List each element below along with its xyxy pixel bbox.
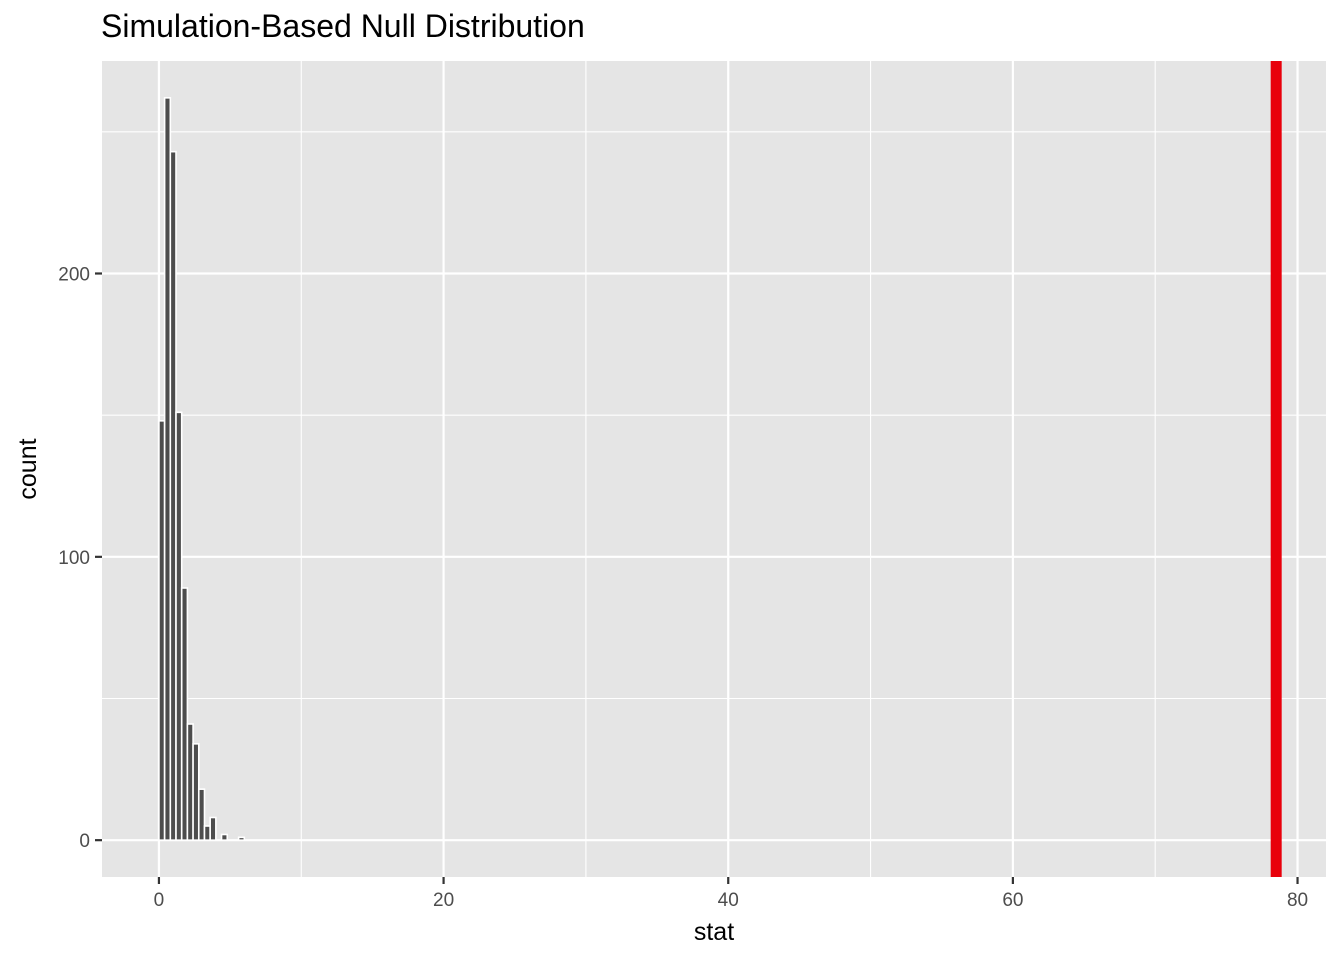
histogram-bar xyxy=(237,836,246,841)
histogram-bar xyxy=(186,723,194,841)
x-tick-label: 20 xyxy=(433,890,454,911)
y-tick-label: 100 xyxy=(58,548,90,569)
histogram-bars xyxy=(158,97,246,841)
major-gridlines xyxy=(102,61,1326,877)
y-axis: 0 100 200 xyxy=(58,265,102,852)
y-tick-label: 200 xyxy=(58,265,90,286)
histogram-bar xyxy=(175,411,183,841)
histogram-bar xyxy=(220,833,229,841)
histogram-bar xyxy=(158,420,166,841)
histogram-bar xyxy=(192,743,200,841)
histogram-bar xyxy=(197,788,206,841)
y-tick-label: 0 xyxy=(79,831,90,852)
histogram-bar xyxy=(169,150,177,841)
x-tick-label: 80 xyxy=(1287,890,1308,911)
plot-panel xyxy=(102,61,1326,877)
x-axis: 0 20 40 60 80 xyxy=(154,877,1308,911)
x-tick-label: 60 xyxy=(1002,890,1023,911)
x-tick-label: 0 xyxy=(154,890,165,911)
x-tick-label: 40 xyxy=(718,890,739,911)
histogram-bar xyxy=(163,97,172,841)
histogram-bar xyxy=(203,825,211,841)
x-axis-title: stat xyxy=(694,918,734,946)
histogram-bar xyxy=(209,816,217,841)
histogram-bar xyxy=(180,587,189,841)
minor-gridlines xyxy=(102,61,1326,877)
chart-title: Simulation-Based Null Distribution xyxy=(101,8,585,44)
y-axis-title: count xyxy=(14,438,42,499)
